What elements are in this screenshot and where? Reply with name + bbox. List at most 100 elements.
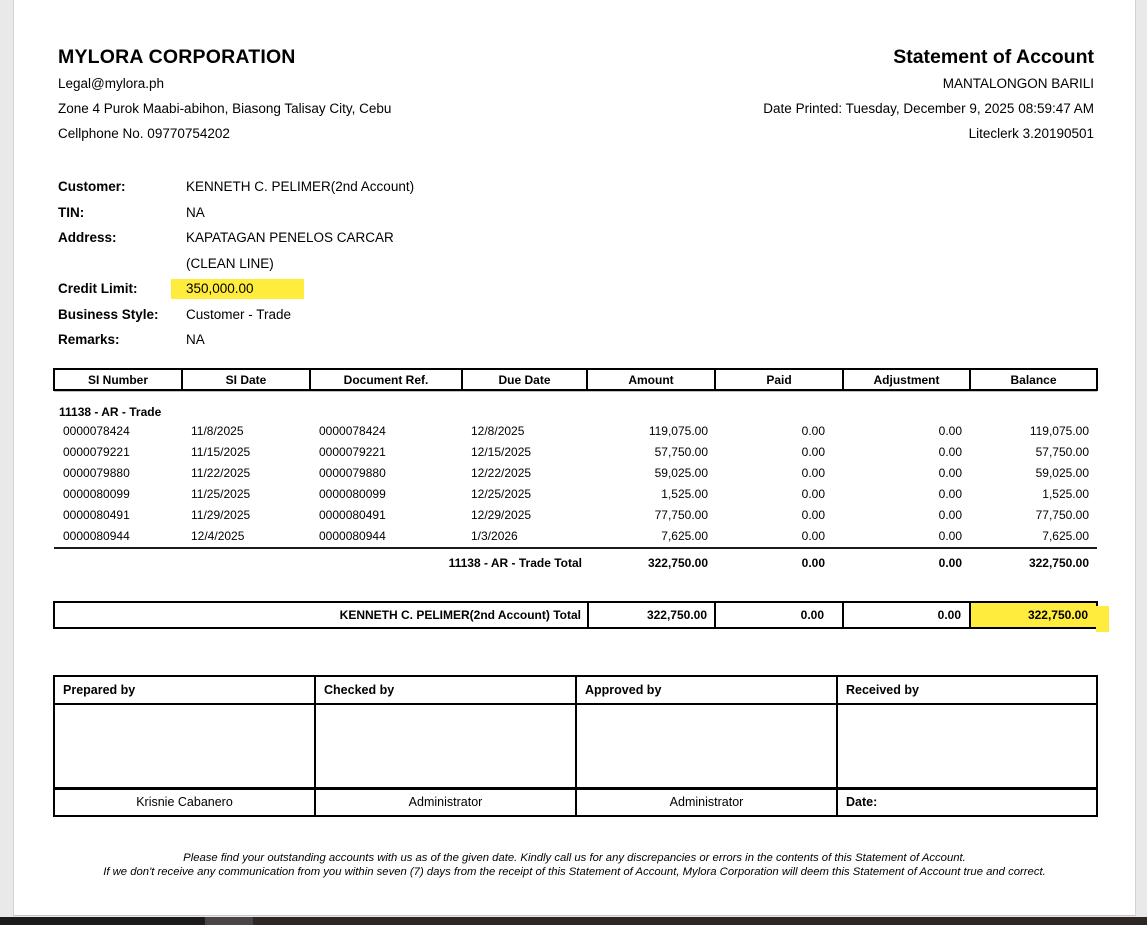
si-number-cell: 0000079221 [63,445,130,459]
signature-table: Prepared by Checked by Approved by Recei… [53,675,1098,817]
group-total-label: 11138 - AR - Trade Total [448,556,582,570]
group-total-row: 11138 - AR - Trade Total 322,750.00 0.00 0.… [54,548,1097,578]
amount-cell: 1,525.00 [661,487,708,501]
grand-total-paid: 0.00 [714,601,844,629]
amount-cell: 119,075.00 [648,424,708,438]
horizontal-scrollbar[interactable] [0,917,1147,925]
document-ref-cell: 0000080491 [319,508,386,522]
signature-header-row: Prepared by Checked by Approved by Recei… [53,675,1098,705]
credit-limit-label: Credit Limit: [58,281,138,297]
si-number-cell: 0000078424 [63,424,130,438]
si-date-cell: 11/25/2025 [191,487,251,501]
scrollbar-track-right[interactable] [253,917,1147,925]
footer-note: Please find your outstanding accounts wi… [14,852,1135,879]
adjustment-cell: 0.00 [938,424,962,438]
remarks-row: Remarks: NA [58,327,758,353]
checked-by-name: Administrator [314,786,577,817]
account-group-row: 11138 - AR - Trade [54,390,1097,421]
grand-total-adjustment: 0.00 [842,601,971,629]
si-number-cell: 0000080099 [63,487,130,501]
account-group-label: 11138 - AR - Trade [59,405,162,419]
column-header-paid: Paid [714,368,844,391]
due-date-cell: 1/3/2026 [462,526,587,549]
column-header-si-number: SI Number [53,368,183,391]
customer-row: Customer: KENNETH C. PELIMER(2nd Account… [58,174,758,200]
grand-total-balance-highlighted: 322,750.00 [969,601,1109,632]
due-date-cell: 12/22/2025 [471,466,532,480]
grand-total-amount: 322,750.00 [587,601,716,629]
company-info: MYLORA CORPORATION Legal@mylora.ph Zone … [58,44,391,146]
document-page: MYLORA CORPORATION Legal@mylora.ph Zone … [13,0,1136,916]
si-date-cell: 11/8/2025 [191,424,244,438]
address-row-2: (CLEAN LINE) [58,251,758,277]
tin-row: TIN: NA [58,200,758,226]
column-header-due-date: Due Date [461,368,588,391]
branch-name: MANTALONGON BARILI [942,76,1094,91]
prepared-by-signature-area [53,703,316,789]
adjustment-cell: 0.00 [938,508,962,522]
table-row: 0000079880 11/22/2025 0000079880 12/22/2025… [54,463,1097,484]
paid-cell: 0.00 [801,508,825,522]
signature-space-row [53,703,1098,789]
business-style-label: Business Style: [58,306,159,322]
group-total-paid: 0.00 [801,556,825,570]
balance-cell: 1,525.00 [1042,487,1089,501]
column-header-si-date: SI Date [181,368,311,391]
company-email: Legal@mylora.ph [58,76,165,91]
document-title: Statement of Account [893,46,1094,68]
software-version: Liteclerk 3.20190501 [968,126,1094,141]
company-phone: Cellphone No. 09770754202 [58,126,230,141]
address-row: Address: KAPATAGAN PENELOS CARCAR [58,225,758,251]
due-date-cell: 12/8/2025 [471,424,525,438]
table-row: 0000080099 11/25/2025 0000080099 12/25/2025… [54,484,1097,505]
checked-by-label: Checked by [314,675,577,705]
address-value-2: (CLEAN LINE) [186,255,274,271]
due-date-cell: 12/25/2025 [471,487,532,501]
grand-total-label: KENNETH C. PELIMER(2nd Account) Total [53,601,589,629]
si-date-cell: 11/29/2025 [191,508,251,522]
paid-cell: 0.00 [801,466,825,480]
si-date-cell: 12/4/2025 [182,526,310,549]
balance-cell: 77,750.00 [1035,508,1089,522]
business-style-row: Business Style: Customer - Trade [58,302,758,328]
company-name: MYLORA CORPORATION [58,46,296,68]
si-number-cell: 0000079880 [63,466,130,480]
customer-label: Customer: [58,179,126,195]
document-header: MYLORA CORPORATION Legal@mylora.ph Zone … [58,44,1094,146]
statement-table-head-row: SI Number SI Date Document Ref. Due Date Amo… [53,368,1098,391]
group-total-balance: 322,750.00 [1028,556,1089,570]
paid-cell: 0.00 [801,487,825,501]
company-address: Zone 4 Purok Maabi-abihon, Biasong Talis… [58,101,392,116]
address-value: KAPATAGAN PENELOS CARCAR [186,230,394,246]
balance-cell: 119,075.00 [1029,424,1089,438]
document-ref-cell: 0000080099 [319,487,386,501]
signature-names-row: Krisnie Cabanero Administrator Administr… [53,786,1098,817]
balance-cell: 57,750.00 [1035,445,1089,459]
approved-by-name: Administrator [575,786,838,817]
adjustment-cell: 0.00 [938,487,962,501]
document-meta: Statement of Account MANTALONGON BARILI … [763,44,1094,146]
business-style-value: Customer - Trade [186,306,292,322]
si-date-cell: 11/22/2025 [191,466,251,480]
table-row: 0000080944 12/4/2025 0000080944 1/3/2026 7,6… [54,526,1097,549]
column-header-adjustment: Adjustment [842,368,971,391]
due-date-cell: 12/29/2025 [471,508,532,522]
address-label: Address: [58,230,117,246]
adjustment-cell: 0.00 [938,466,962,480]
checked-by-signature-area [314,703,577,789]
document-ref-cell: 0000078424 [319,424,386,438]
column-header-document-ref: Document Ref. [309,368,463,391]
amount-cell: 57,750.00 [654,445,708,459]
remarks-label: Remarks: [58,332,120,348]
prepared-by-label: Prepared by [53,675,316,705]
balance-cell: 59,025.00 [1035,466,1089,480]
customer-info: Customer: KENNETH C. PELIMER(2nd Account… [58,174,758,353]
amount-cell: 7,625.00 [587,526,715,549]
due-date-cell: 12/15/2025 [471,445,532,459]
statement-table: SI Number SI Date Document Ref. Due Date Amo… [53,368,1098,578]
paid-cell: 0.00 [801,445,825,459]
amount-cell: 77,750.00 [654,508,708,522]
statement-table-body: 11138 - AR - Trade 0000078424 11/8/2025 000… [54,390,1097,578]
scrollbar-thumb[interactable] [205,917,253,925]
